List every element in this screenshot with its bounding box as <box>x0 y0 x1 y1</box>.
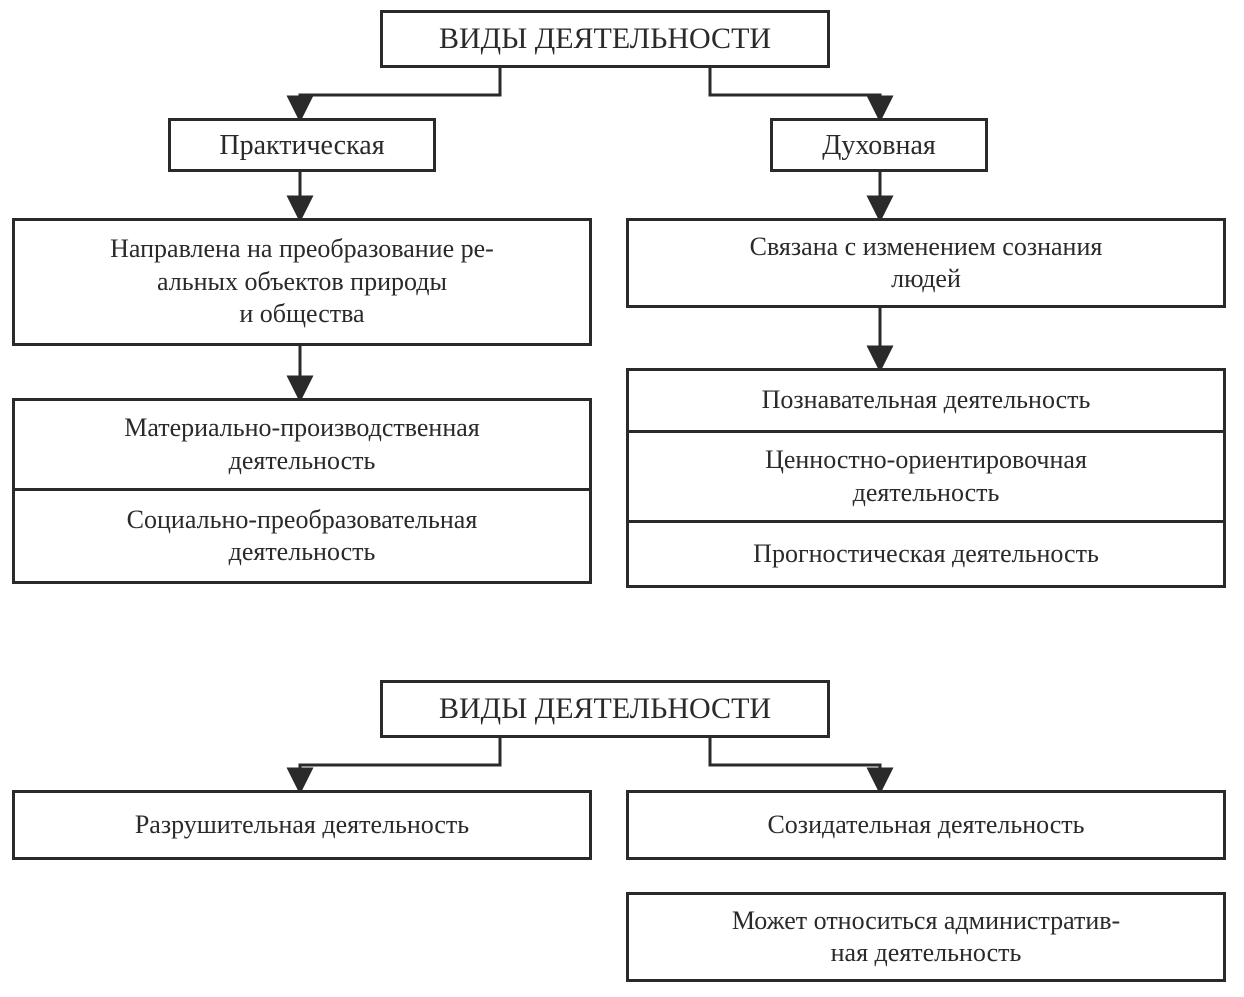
node-root-1: ВИДЫ ДЕЯТЕЛЬНОСТИ <box>380 10 830 68</box>
list-item: Материально-производственнаядеятельность <box>15 401 589 491</box>
list-item-label: Прогностическая деятельность <box>753 538 1099 571</box>
list-item: Прогностическая деятельность <box>629 523 1223 585</box>
arrow <box>300 68 500 118</box>
node-spiritual: Духовная <box>770 118 988 172</box>
node-spiritual-description: Связана с изменением сознаниялюдей <box>626 218 1226 308</box>
node-practical: Практическая <box>168 118 436 172</box>
spiritual-types-list: Познавательная деятельность Ценностно-ор… <box>626 368 1226 588</box>
node-label: Практическая <box>219 128 384 163</box>
list-item: Познавательная деятельность <box>629 371 1223 433</box>
list-item: Ценностно-ориентировочнаядеятельность <box>629 433 1223 523</box>
list-item-label: Познавательная деятельность <box>762 384 1091 417</box>
list-item-label: Материально-производственнаядеятельность <box>124 412 480 477</box>
node-constructive: Созидательная деятельность <box>626 790 1226 860</box>
node-root-2: ВИДЫ ДЕЯТЕЛЬНОСТИ <box>380 680 830 738</box>
arrow <box>300 738 500 790</box>
list-item: Социально-преобразовательнаядеятельность <box>15 491 589 581</box>
node-administrative: Может относиться административ-ная деяте… <box>626 892 1226 982</box>
node-label: Связана с изменением сознаниялюдей <box>750 231 1103 296</box>
arrow <box>710 68 880 118</box>
node-label: Созидательная деятельность <box>767 809 1084 842</box>
node-destructive: Разрушительная деятельность <box>12 790 592 860</box>
node-label: ВИДЫ ДЕЯТЕЛЬНОСТИ <box>439 690 771 728</box>
node-label: Духовная <box>822 128 936 163</box>
practical-types-list: Материально-производственнаядеятельность… <box>12 398 592 584</box>
node-label: ВИДЫ ДЕЯТЕЛЬНОСТИ <box>439 20 771 58</box>
node-label: Разрушительная деятельность <box>135 809 469 842</box>
node-practical-description: Направлена на преобразование ре-альных о… <box>12 218 592 346</box>
node-label: Может относиться административ-ная деяте… <box>732 905 1120 970</box>
list-item-label: Ценностно-ориентировочнаядеятельность <box>765 444 1087 509</box>
node-label: Направлена на преобразование ре-альных о… <box>110 233 494 331</box>
arrow <box>710 738 880 790</box>
diagram-canvas: ВИДЫ ДЕЯТЕЛЬНОСТИ Практическая Духовная … <box>0 0 1244 997</box>
list-item-label: Социально-преобразовательнаядеятельность <box>127 504 478 569</box>
